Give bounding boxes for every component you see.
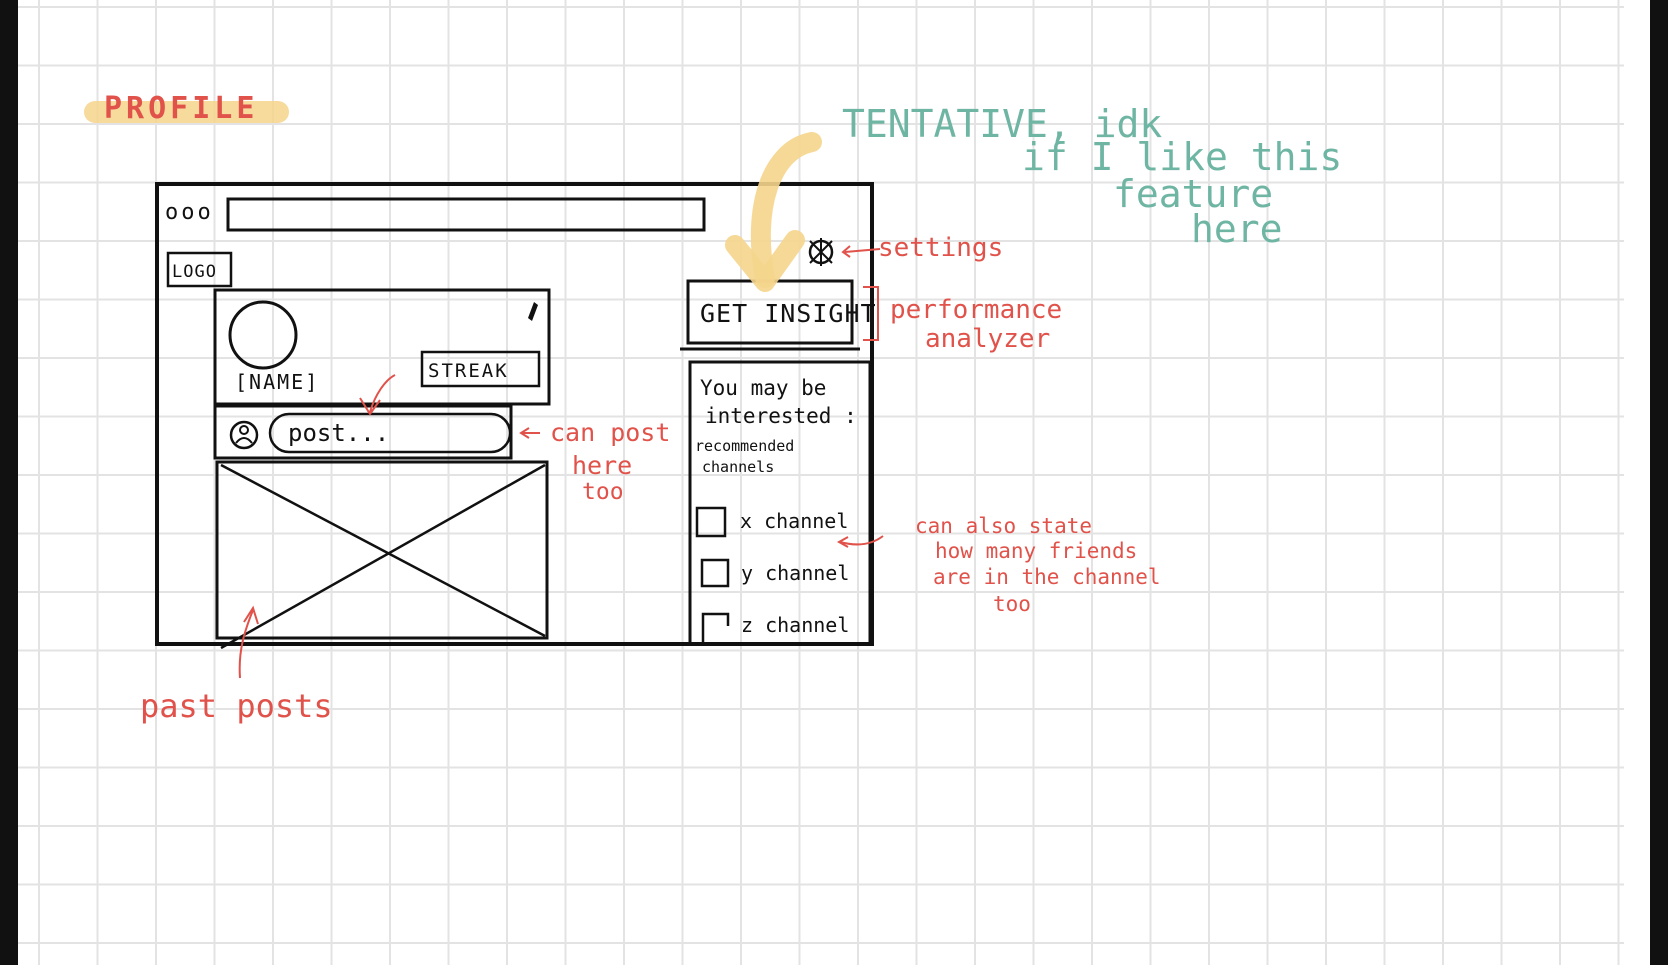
channel-label-x: x channel: [740, 509, 848, 533]
page-title: PROFILE: [104, 91, 258, 126]
avatar[interactable]: [228, 300, 298, 370]
settings-arrow: [844, 248, 881, 253]
user-icon: [229, 420, 259, 450]
recommend-sub-2: channels: [702, 458, 774, 476]
title-highlight: [84, 101, 289, 123]
recommend-sub-1: recommended: [695, 437, 794, 455]
performance-bracket: [863, 286, 879, 341]
edit-pencil-icon[interactable]: [528, 302, 538, 321]
can-post-arrow-head: [519, 427, 530, 439]
channel-checkbox-x[interactable]: [695, 506, 727, 538]
past-posts-arrow-head: [243, 605, 259, 625]
friends-note-3: are in the channel: [933, 565, 1161, 589]
profile-card: [213, 288, 551, 406]
profile-name: [NAME]: [235, 370, 319, 394]
channel-label-y: y channel: [741, 561, 849, 585]
tentative-note-1: TENTATIVE, idk: [842, 102, 1162, 146]
past-posts-arrow: [238, 609, 254, 679]
logo-label: LOGO: [172, 262, 217, 282]
streak-label: STREAK: [428, 360, 509, 382]
can-post-note-2: here: [572, 451, 632, 480]
streak-button[interactable]: [420, 350, 541, 388]
can-post-note-1: can post: [550, 418, 670, 447]
friends-note-1: can also state: [915, 514, 1092, 538]
performance-note-2: analyzer: [925, 324, 1050, 354]
composer-arrow-head: [359, 397, 381, 416]
settings-arrow-head: [841, 245, 851, 258]
tentative-note-3: feature: [1113, 172, 1273, 216]
composer-arrow: [369, 374, 396, 413]
grid-paper: [18, 0, 1624, 965]
window-dots: ooo: [165, 200, 214, 225]
can-post-note-3: too: [582, 479, 624, 505]
friends-note-4: too: [993, 592, 1031, 616]
tentative-note-2: if I like this: [1022, 135, 1342, 179]
recommend-heading-1: You may be: [700, 376, 826, 400]
friends-note-2: how many friends: [935, 539, 1137, 563]
browser-frame: [155, 182, 874, 646]
address-bar[interactable]: [226, 197, 706, 232]
logo-box[interactable]: [166, 251, 233, 288]
post-placeholder: post...: [288, 419, 389, 447]
get-insight-label: GET INSIGHT: [700, 299, 877, 328]
friends-arrow-head: [836, 536, 849, 548]
recommend-heading-2: interested :: [705, 404, 857, 428]
settings-icon[interactable]: [808, 238, 834, 266]
channel-checkbox-z[interactable]: [701, 612, 730, 642]
friends-arrow: [839, 535, 884, 546]
channel-checkbox-y[interactable]: [700, 558, 730, 588]
recommendations-panel: [688, 360, 872, 646]
settings-note: settings: [878, 233, 1003, 263]
past-posts-image-placeholder: [215, 460, 549, 650]
right-edge-bar: [1650, 0, 1668, 965]
left-edge-bar: [0, 0, 18, 965]
channel-label-z: z channel: [741, 613, 849, 637]
tentative-arrow: [725, 132, 822, 292]
post-input[interactable]: [268, 412, 512, 454]
performance-note-1: performance: [890, 295, 1062, 325]
tentative-note-4: here: [1191, 207, 1283, 251]
past-posts-note: past posts: [140, 687, 333, 725]
